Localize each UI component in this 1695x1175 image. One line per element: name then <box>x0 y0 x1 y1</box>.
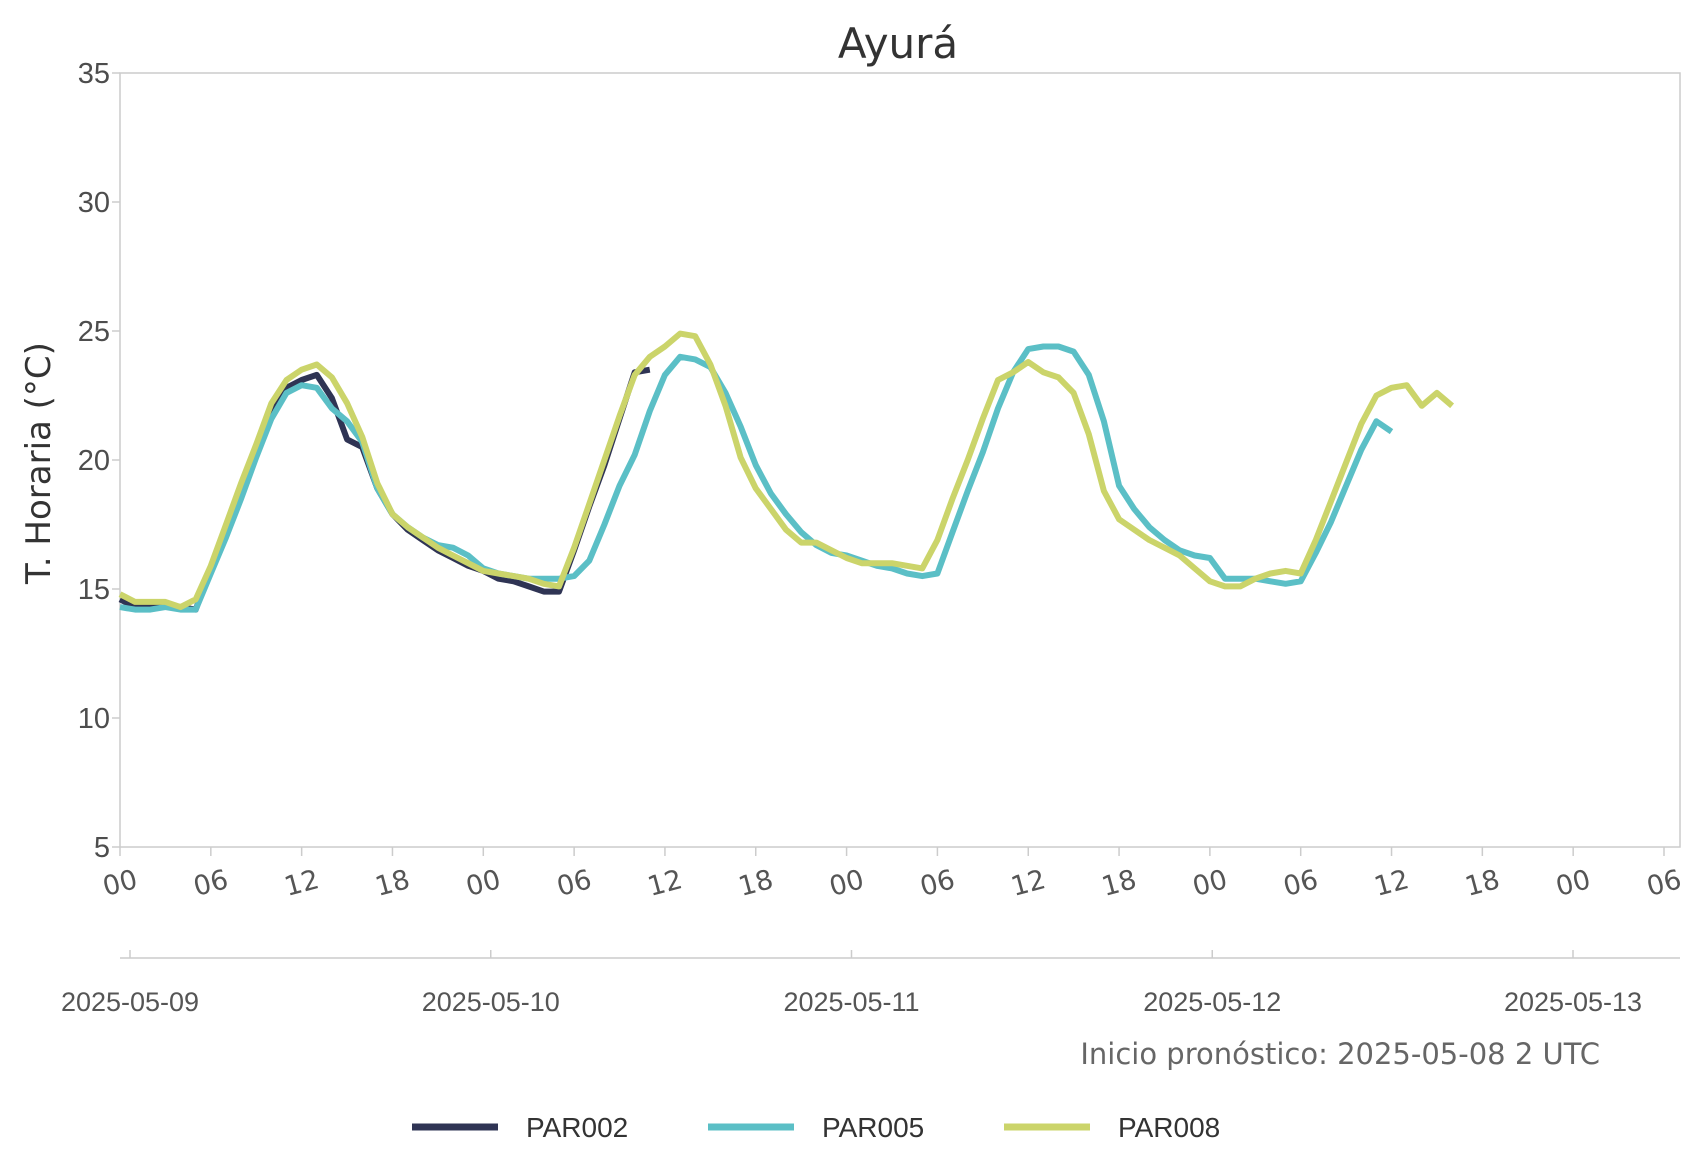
hour-tick-label: 12 <box>1008 864 1049 903</box>
hour-tick-label: 18 <box>735 864 776 903</box>
legend-label-par005: PAR005 <box>822 1112 924 1143</box>
hour-tick-label: 00 <box>100 864 141 903</box>
date-tick-label: 2025-05-10 <box>422 987 560 1017</box>
legend-label-par002: PAR002 <box>526 1112 628 1143</box>
hour-tick-label: 12 <box>644 864 685 903</box>
hour-tick-label: 18 <box>1099 864 1140 903</box>
date-tick-label: 2025-05-09 <box>61 987 199 1017</box>
y-tick-group: 5 10 15 20 25 30 35 <box>78 58 120 864</box>
date-tick-group: 2025-05-09 2025-05-10 2025-05-11 2025-05-12… <box>61 950 1642 1017</box>
hour-tick-label: 00 <box>1189 864 1230 903</box>
forecast-start-note: Inicio pronóstico: 2025-05-08 2 UTC <box>1080 1037 1600 1071</box>
legend: PAR002 PAR005 PAR008 <box>412 1112 1220 1143</box>
hour-tick-label: 06 <box>1280 864 1321 903</box>
series-line-par002 <box>118 366 651 613</box>
series-line-par005 <box>119 343 1394 613</box>
date-tick-label: 2025-05-12 <box>1143 987 1281 1017</box>
hour-tick-label: 06 <box>190 864 231 903</box>
series-layer <box>118 330 1455 613</box>
date-tick-label: 2025-05-13 <box>1504 987 1642 1017</box>
chart-title: Ayurá <box>838 19 958 68</box>
hour-tick-label: 00 <box>1553 864 1594 903</box>
hour-tick-label: 06 <box>554 864 595 903</box>
hour-tick-label: 00 <box>463 864 504 903</box>
hour-tick-label: 06 <box>1644 864 1685 903</box>
y-tick-label: 35 <box>78 58 110 90</box>
hour-tick-label: 18 <box>1462 864 1503 903</box>
hour-tick-group: 00 06 12 18 00 06 12 18 00 06 12 18 00 06 12 18 00 06 <box>100 847 1685 903</box>
y-tick-label: 25 <box>78 316 110 348</box>
series-line-par008 <box>118 330 1455 611</box>
y-tick-label: 30 <box>78 187 110 219</box>
date-tick-label: 2025-05-11 <box>783 987 919 1017</box>
y-tick-label: 5 <box>94 832 110 864</box>
hour-tick-label: 18 <box>372 864 413 903</box>
plot-area-frame <box>119 72 1681 848</box>
y-tick-label: 10 <box>78 703 110 735</box>
y-tick-label: 15 <box>78 574 110 606</box>
hour-tick-label: 12 <box>281 864 322 903</box>
hour-tick-label: 12 <box>1371 864 1412 903</box>
hour-tick-label: 06 <box>917 864 958 903</box>
legend-label-par008: PAR008 <box>1118 1112 1220 1143</box>
hour-tick-label: 00 <box>826 864 867 903</box>
y-axis-label: T. Horaria (°C) <box>19 342 59 585</box>
y-tick-label: 20 <box>78 445 110 477</box>
